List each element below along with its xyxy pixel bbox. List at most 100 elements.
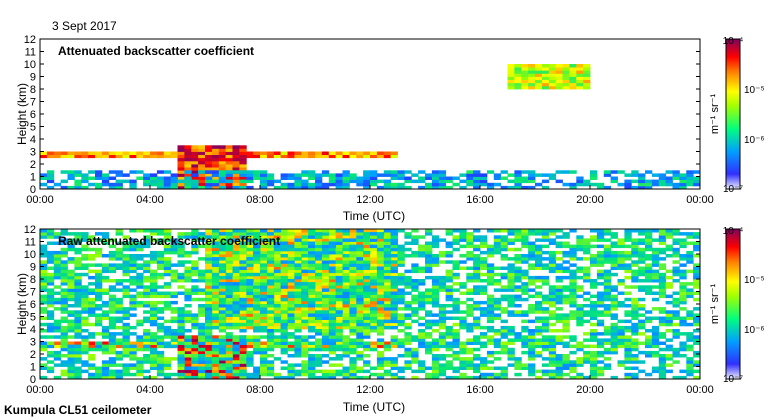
- heatmap-cell: [349, 316, 357, 320]
- heatmap-cell: [191, 247, 199, 252]
- heatmap-cell: [665, 338, 673, 342]
- heatmap-cell: [101, 375, 110, 379]
- heatmap-cell: [198, 164, 206, 168]
- heatmap-cell: [74, 347, 82, 352]
- heatmap-cell: [411, 300, 419, 305]
- heatmap-cell: [555, 170, 563, 174]
- heatmap-cell: [280, 300, 288, 305]
- heatmap-cell: [239, 266, 247, 270]
- heatmap-cell: [693, 360, 700, 364]
- heatmap-cell: [590, 173, 598, 177]
- heatmap-cell: [383, 313, 392, 317]
- heatmap-cell: [438, 319, 447, 324]
- heatmap-cell: [638, 297, 646, 302]
- heatmap-cell: [260, 329, 268, 333]
- heatmap-cell: [569, 310, 577, 314]
- heatmap-cell: [101, 291, 110, 295]
- heatmap-cell: [321, 354, 330, 358]
- heatmap-cell: [280, 347, 288, 352]
- heatmap-cell: [349, 338, 357, 342]
- heatmap-cell: [438, 170, 447, 174]
- heatmap-cell: [521, 254, 529, 258]
- heatmap-cell: [150, 288, 158, 292]
- heatmap-cell: [528, 372, 536, 377]
- heatmap-cell: [645, 285, 653, 289]
- heatmap-cell: [370, 316, 378, 320]
- heatmap-cell: [40, 232, 48, 236]
- heatmap-cell: [115, 250, 123, 255]
- heatmap-cell: [143, 179, 151, 184]
- heatmap-cell: [418, 363, 426, 367]
- heatmap-cell: [163, 325, 172, 330]
- heatmap-cell: [376, 275, 385, 280]
- heatmap-cell: [95, 297, 103, 302]
- heatmap-cell: [397, 300, 405, 305]
- heatmap-cell: [205, 316, 213, 320]
- heatmap-cell: [225, 157, 233, 162]
- heatmap-cell: [541, 307, 550, 311]
- heatmap-cell: [218, 232, 227, 236]
- heatmap-cell: [74, 272, 82, 277]
- heatmap-cell: [459, 366, 467, 370]
- heatmap-cell: [81, 257, 89, 261]
- heatmap-cell: [156, 338, 165, 342]
- heatmap-cell: [115, 357, 123, 361]
- heatmap-cell: [246, 260, 254, 264]
- heatmap-cell: [576, 182, 584, 187]
- heatmap-cell: [541, 300, 550, 305]
- heatmap-cell: [170, 247, 178, 252]
- heatmap-cell: [521, 329, 529, 333]
- heatmap-cell: [431, 354, 440, 358]
- heatmap-cell: [287, 282, 295, 286]
- heatmap-cell: [253, 263, 261, 267]
- heatmap-cell: [177, 319, 185, 324]
- heatmap-cell: [218, 279, 227, 283]
- heatmap-cell: [170, 329, 178, 333]
- heatmap-cell: [129, 372, 137, 377]
- heatmap-cell: [301, 347, 309, 352]
- heatmap-cell: [342, 319, 350, 324]
- heatmap-cell: [535, 232, 543, 236]
- heatmap-cell: [46, 229, 55, 233]
- heatmap-cell: [225, 354, 233, 358]
- heatmap-cell: [74, 173, 82, 177]
- heatmap-cell: [390, 247, 398, 252]
- heatmap-cell: [342, 257, 350, 261]
- heatmap-cell: [541, 85, 550, 90]
- heatmap-cell: [321, 329, 330, 333]
- heatmap-cell: [411, 369, 419, 374]
- heatmap-cell: [631, 347, 639, 352]
- heatmap-cell: [150, 316, 158, 320]
- heatmap-cell: [225, 257, 233, 261]
- heatmap-cell: [425, 310, 433, 314]
- heatmap-cell: [507, 247, 515, 252]
- heatmap-cell: [555, 316, 563, 320]
- y-axis-label-1: Height (km): [15, 83, 29, 145]
- heatmap-cell: [342, 307, 350, 311]
- heatmap-cell: [88, 357, 96, 361]
- heatmap-cell: [658, 279, 667, 283]
- heatmap-cell: [115, 279, 123, 283]
- heatmap-cell: [74, 285, 82, 289]
- heatmap-cell: [404, 332, 412, 336]
- heatmap-cell: [273, 291, 282, 295]
- heatmap-cell: [383, 263, 392, 267]
- heatmap-cell: [466, 266, 474, 270]
- heatmap-cell: [596, 238, 605, 242]
- heatmap-cell: [438, 238, 447, 242]
- heatmap-cell: [88, 235, 96, 239]
- heatmap-cell: [170, 269, 178, 274]
- heatmap-cell: [328, 244, 337, 249]
- heatmap-cell: [266, 282, 275, 286]
- heatmap-cell: [108, 250, 117, 255]
- heatmap-cell: [411, 238, 419, 242]
- heatmap-cell: [418, 300, 426, 305]
- heatmap-cell: [363, 332, 371, 336]
- heatmap-cell: [356, 260, 364, 264]
- heatmap-cell: [397, 272, 405, 277]
- heatmap-cell: [74, 329, 82, 333]
- heatmap-cell: [60, 304, 68, 308]
- heatmap-cell: [321, 272, 330, 277]
- heatmap-cell: [260, 369, 268, 374]
- heatmap-cell: [431, 297, 440, 302]
